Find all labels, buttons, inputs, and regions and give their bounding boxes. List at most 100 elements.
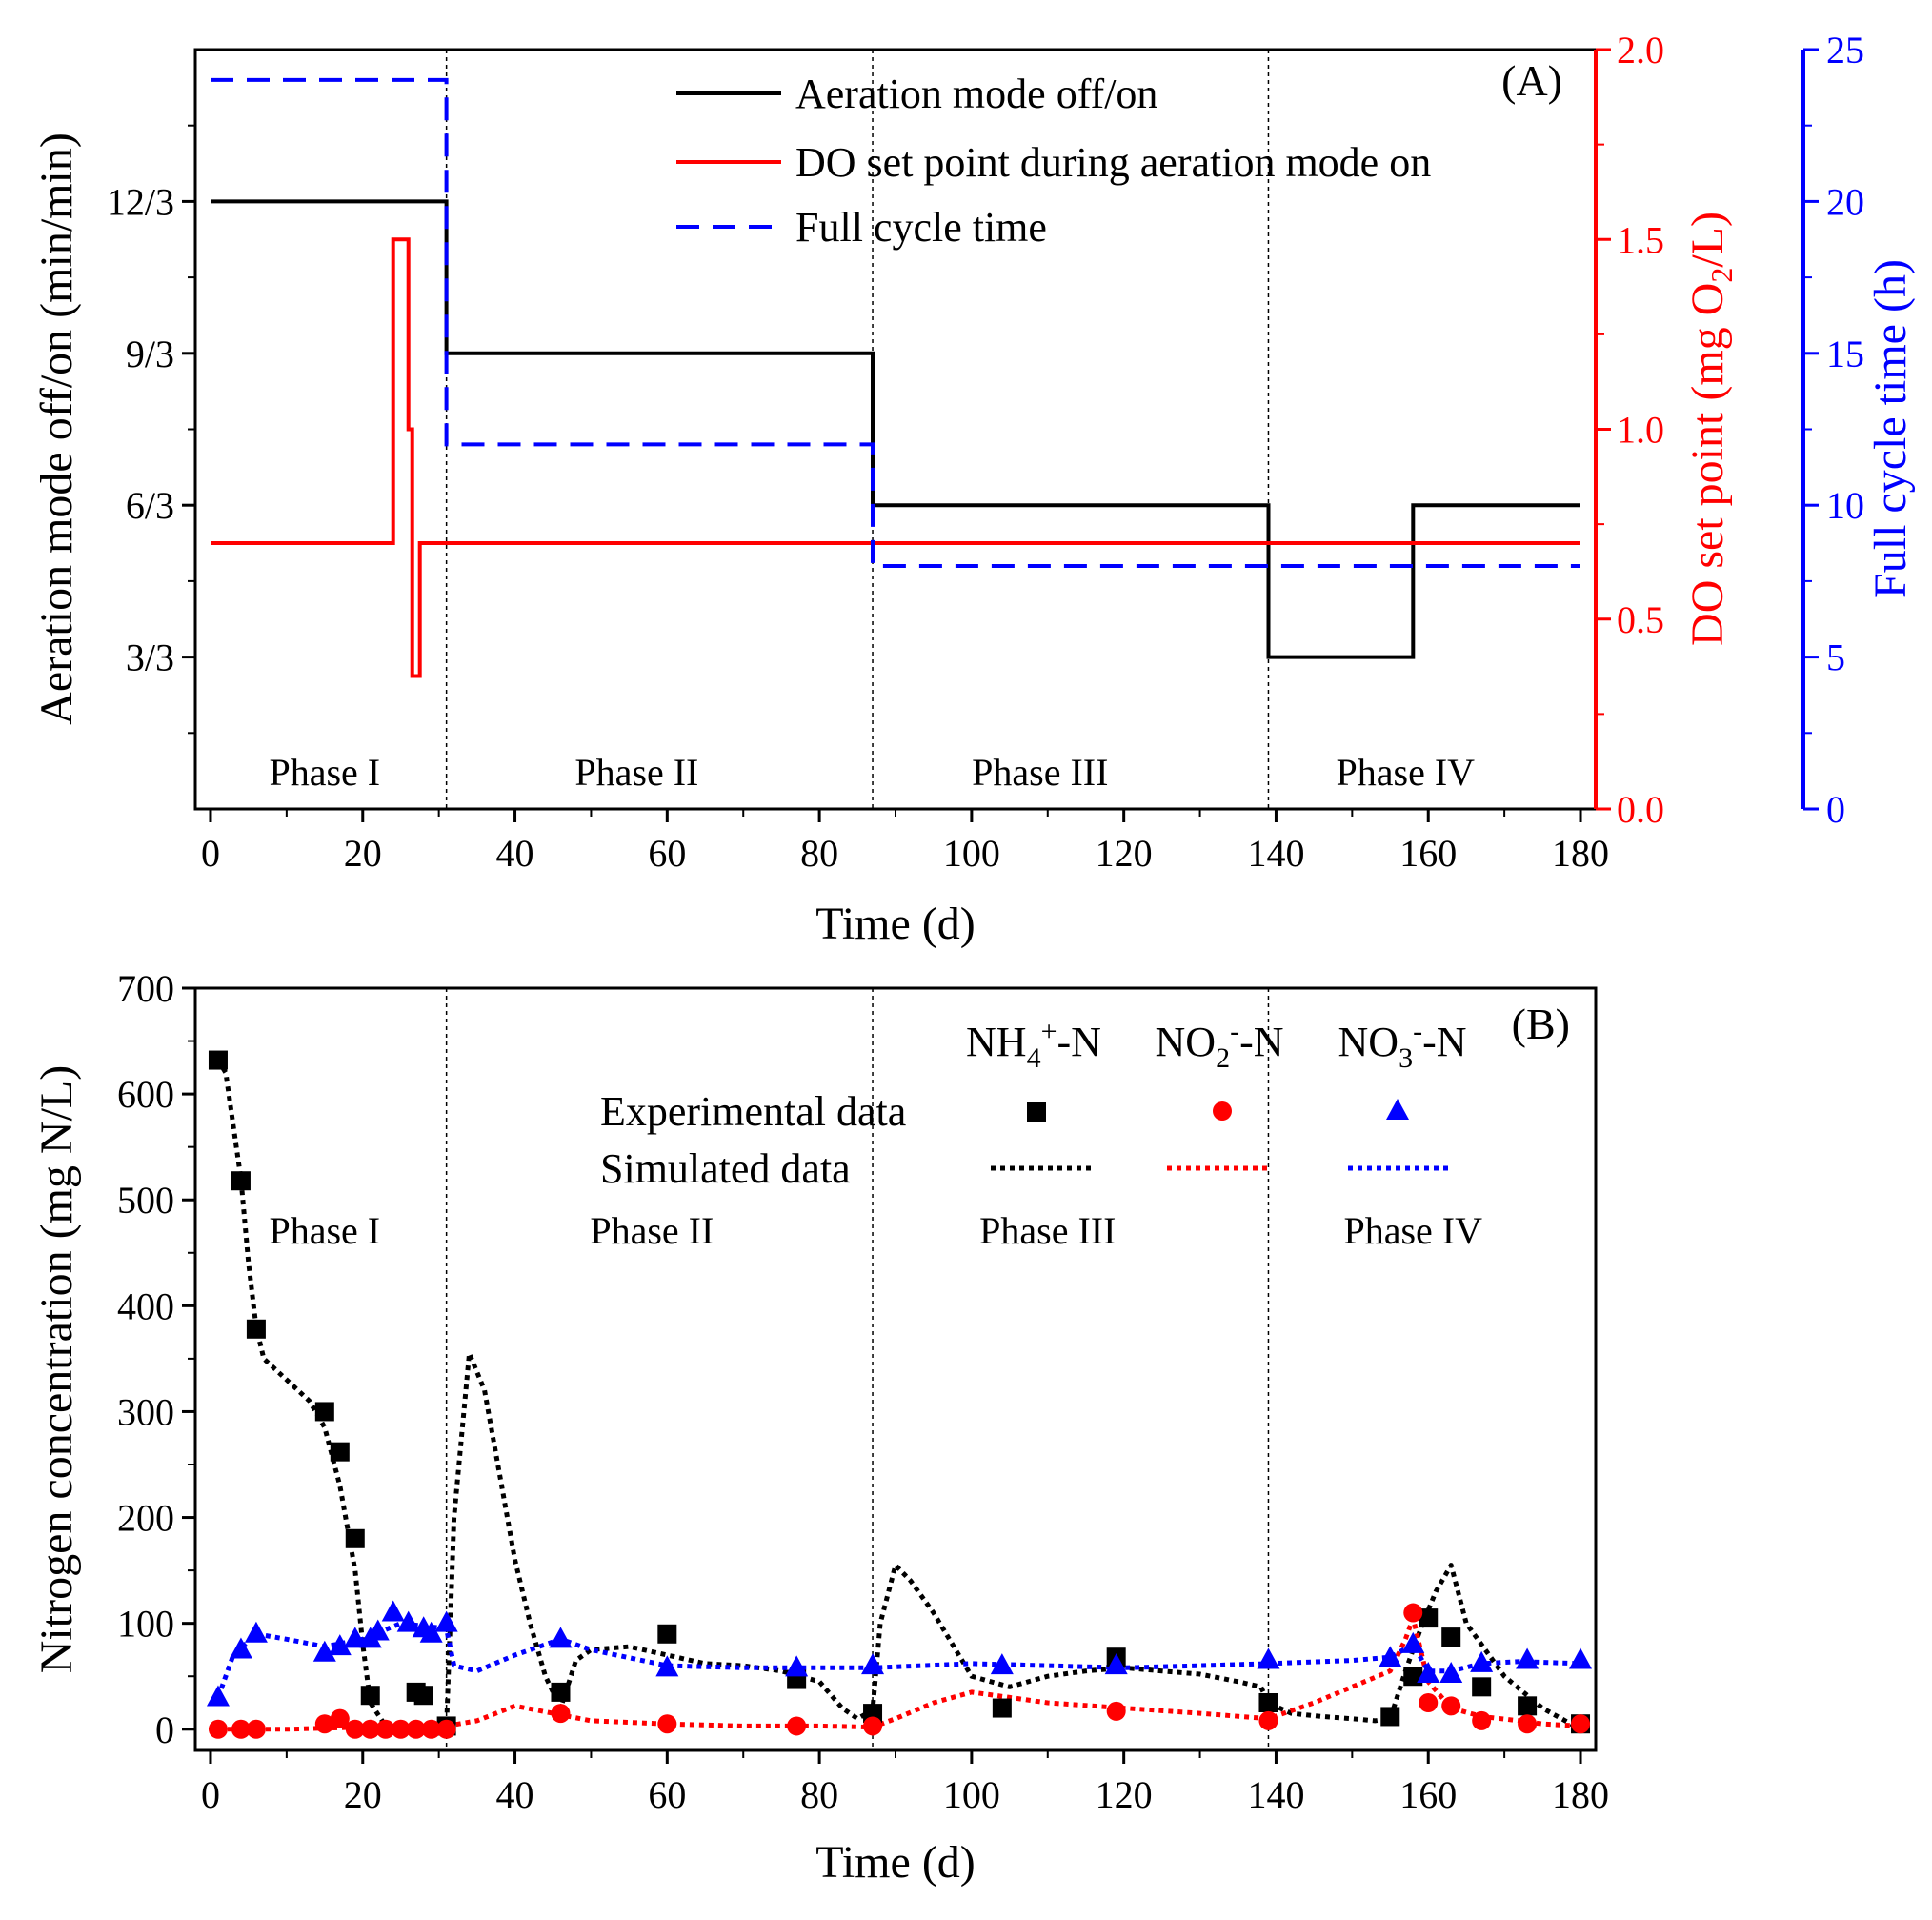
- data-point: [990, 1653, 1014, 1675]
- data-point: [231, 1719, 251, 1739]
- do-ylabel-main: DO set point (mg O: [1682, 283, 1733, 646]
- data-point: [1379, 1646, 1402, 1667]
- no2-main: NO: [1156, 1019, 1217, 1065]
- phase-label-phase-iv: Phase IV: [1343, 1209, 1482, 1252]
- panel-a-tag: (A): [1501, 56, 1562, 105]
- data-point: [1441, 1627, 1461, 1647]
- data-point: [360, 1719, 380, 1739]
- do-axis-tick-label: 0.5: [1617, 598, 1664, 641]
- y-tick-label: 600: [117, 1073, 174, 1116]
- no3-end: -N: [1422, 1019, 1466, 1065]
- data-point: [330, 1442, 350, 1462]
- data-point: [863, 1716, 883, 1736]
- phase-label-phase-iv: Phase IV: [1337, 751, 1476, 794]
- x-tick-label: 120: [1096, 832, 1153, 875]
- x-tick-label: 120: [1096, 1773, 1153, 1816]
- data-point: [1516, 1647, 1540, 1669]
- data-point: [1518, 1714, 1538, 1734]
- legend-no2-exp-marker: [1213, 1101, 1232, 1121]
- cycle-axis-tick-label: 5: [1826, 637, 1845, 679]
- data-point: [657, 1624, 677, 1644]
- data-point: [328, 1634, 352, 1656]
- data-point: [1417, 1662, 1440, 1683]
- data-point: [436, 1719, 456, 1739]
- data-point: [655, 1655, 679, 1677]
- legend-no2-label: NO2--N: [1156, 1016, 1284, 1074]
- x-tick-label: 0: [201, 1773, 220, 1816]
- panel-b-y-ticks: 0 100 200 300 400 500 600 700: [117, 967, 195, 1751]
- panel-a-left-axis: 3/3 6/3 9/3 12/3: [107, 124, 195, 735]
- data-point: [785, 1655, 809, 1677]
- x-tick-label: 80: [800, 1773, 838, 1816]
- data-point: [1401, 1631, 1425, 1653]
- phase-label-phase-iii: Phase III: [972, 751, 1108, 794]
- y-tick-label: 200: [117, 1497, 174, 1540]
- x-tick-label: 0: [201, 832, 220, 875]
- x-tick-label: 160: [1399, 832, 1457, 875]
- panel-b-experimental-series: [206, 1050, 1593, 1739]
- legend-nh4-exp-marker: [1027, 1102, 1046, 1122]
- panel-b-ylabel: Nitrogen concentration (mg N/L): [31, 1065, 82, 1673]
- data-point: [787, 1716, 807, 1736]
- nh4-main: NH: [966, 1019, 1027, 1065]
- y-tick-label: 3/3: [126, 637, 174, 679]
- nh4-end: -N: [1057, 1019, 1101, 1065]
- x-tick-label: 40: [496, 1773, 534, 1816]
- x-tick-label: 140: [1247, 832, 1304, 875]
- data-point: [1258, 1693, 1278, 1712]
- data-point: [1441, 1696, 1461, 1716]
- do-axis-tick-label: 1.0: [1617, 409, 1664, 452]
- phase-label-phase-ii: Phase II: [590, 1209, 714, 1252]
- cycle-axis-tick-label: 25: [1826, 29, 1864, 71]
- data-point: [419, 1621, 443, 1643]
- data-point: [1419, 1693, 1439, 1712]
- x-tick-label: 100: [943, 1773, 1000, 1816]
- y-tick-label: 700: [117, 967, 174, 1010]
- x-tick-label: 180: [1552, 1773, 1609, 1816]
- y-tick-label: 6/3: [126, 484, 174, 527]
- data-point: [206, 1685, 230, 1707]
- data-point: [381, 1600, 405, 1622]
- panel-a-cycle-ylabel: Full cycle time (h): [1865, 259, 1916, 598]
- data-point: [413, 1686, 433, 1706]
- nh4-sub: 4: [1027, 1042, 1041, 1074]
- phase-label-phase-i: Phase I: [269, 751, 380, 794]
- legend-simulated-label: Simulated data: [600, 1145, 851, 1192]
- panel-a-x-ticks: 0 20 40 60 80 100 120 140 160 180: [201, 809, 1609, 875]
- y-tick-label: 9/3: [126, 333, 174, 375]
- panel-a-xlabel: Time (d): [815, 899, 976, 949]
- data-point: [396, 1610, 420, 1632]
- panel-b-x-ticks: 0 20 40 60 80 100 120 140 160 180: [201, 1750, 1609, 1816]
- data-point: [551, 1682, 571, 1702]
- cycle-axis-tick-label: 0: [1826, 788, 1845, 831]
- legend-do-label: DO set point during aeration mode on: [795, 139, 1431, 186]
- panel-a-do-axis: 0.0 0.5 1.0 1.5 2.0: [1594, 29, 1664, 831]
- data-point: [1380, 1707, 1400, 1727]
- data-point: [366, 1619, 390, 1641]
- no3-main: NO: [1338, 1019, 1399, 1065]
- panel-a-phase-labels: Phase I Phase II Phase III Phase IV: [269, 751, 1475, 794]
- y-tick-label: 300: [117, 1390, 174, 1433]
- data-point: [330, 1708, 350, 1728]
- data-point: [345, 1719, 365, 1739]
- data-point: [861, 1653, 885, 1675]
- data-point: [1257, 1647, 1280, 1669]
- data-point: [406, 1719, 426, 1739]
- data-point: [1472, 1710, 1492, 1730]
- phase-label-phase-i: Phase I: [269, 1209, 380, 1252]
- data-point: [246, 1719, 266, 1739]
- panel-b-tag: (B): [1512, 1000, 1570, 1048]
- experimental-no2-n: [208, 1603, 1591, 1739]
- series-full-cycle-time: [211, 77, 1580, 568]
- data-point: [1472, 1677, 1492, 1697]
- data-point: [314, 1714, 334, 1734]
- x-tick-label: 20: [344, 832, 382, 875]
- data-point: [1439, 1662, 1463, 1683]
- data-point: [208, 1050, 228, 1070]
- data-point: [391, 1719, 411, 1739]
- data-point: [343, 1627, 367, 1648]
- no3-sup: -: [1413, 1016, 1422, 1047]
- panel-a: 0 20 40 60 80 100 120 140 160 180 3/36/39/312/3 0…: [31, 29, 1916, 949]
- data-point: [551, 1704, 571, 1724]
- y-tick-label: 500: [117, 1179, 174, 1222]
